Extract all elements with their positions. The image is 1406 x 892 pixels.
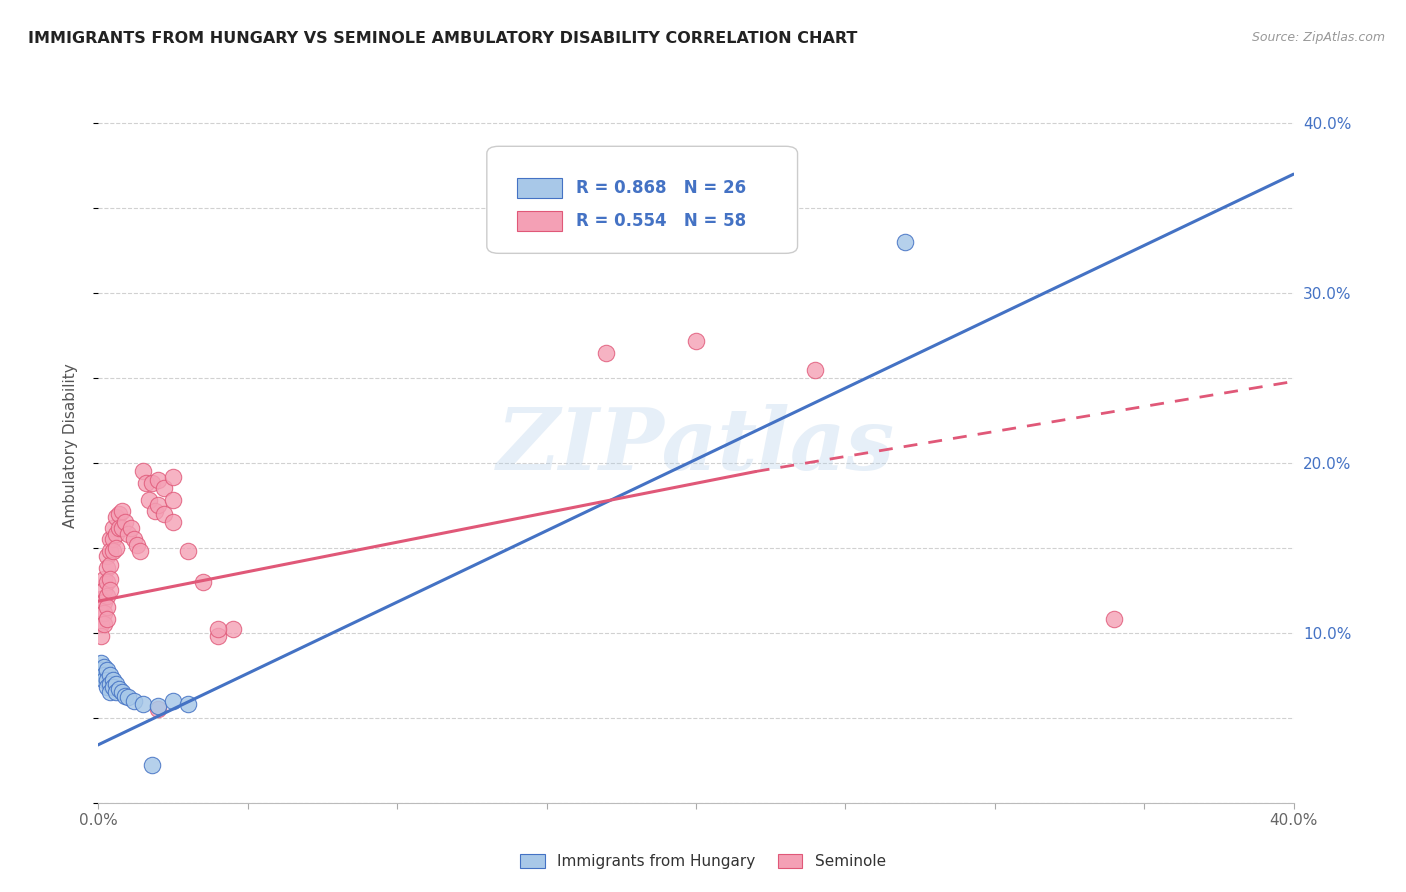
Point [103,544,125,558]
Point [93,572,115,586]
Point [117,527,139,541]
Text: R = 0.554   N = 58: R = 0.554 N = 58 [576,212,747,230]
Point [103,673,125,688]
Point [804,362,827,376]
Point [222,623,245,637]
FancyBboxPatch shape [517,178,562,198]
Point [93,617,115,632]
Point [148,702,170,716]
Point [96,600,118,615]
Point [114,516,136,530]
Point [124,694,146,708]
Point [103,520,125,534]
Point [141,758,163,772]
Point [595,345,617,359]
Point [98,558,122,572]
FancyBboxPatch shape [517,211,562,231]
Point [90,591,112,606]
Point [90,663,112,677]
Point [96,673,118,688]
Legend: Immigrants from Hungary, Seminole: Immigrants from Hungary, Seminole [515,847,891,875]
Point [207,629,229,643]
Point [105,510,128,524]
Point [96,561,118,575]
Point [162,694,184,708]
Point [162,493,184,508]
Point [127,537,149,551]
Point [103,680,125,694]
Point [108,520,131,534]
Point [124,533,146,547]
Text: IMMIGRANTS FROM HUNGARY VS SEMINOLE AMBULATORY DISABILITY CORRELATION CHART: IMMIGRANTS FROM HUNGARY VS SEMINOLE AMBU… [28,31,858,46]
Text: R = 0.868   N = 26: R = 0.868 N = 26 [576,178,747,197]
Point [143,503,166,517]
Point [177,698,200,712]
Point [98,544,122,558]
Point [894,235,917,249]
Point [148,473,170,487]
FancyBboxPatch shape [486,146,797,253]
Point [153,507,176,521]
Point [96,549,118,564]
Point [90,617,112,632]
Point [96,589,118,603]
Point [135,476,157,491]
Point [98,677,122,691]
Point [129,544,152,558]
Point [105,541,128,555]
Point [105,685,128,699]
Point [191,574,214,589]
Text: Source: ZipAtlas.com: Source: ZipAtlas.com [1251,31,1385,45]
Point [111,503,134,517]
Point [162,469,184,483]
Point [162,516,184,530]
Point [98,533,122,547]
Point [108,681,131,696]
Point [93,668,115,682]
Point [98,583,122,598]
Point [90,629,112,643]
Point [1104,612,1126,626]
Point [207,623,229,637]
Point [93,660,115,674]
Point [153,482,176,496]
Point [93,595,115,609]
Point [98,685,122,699]
Point [105,527,128,541]
Point [685,334,707,348]
Point [148,698,170,713]
Point [98,572,122,586]
Point [93,606,115,620]
Point [105,677,128,691]
Point [114,689,136,703]
Point [120,520,142,534]
Point [96,612,118,626]
Point [117,690,139,705]
Point [93,583,115,598]
Point [103,533,125,547]
Point [96,663,118,677]
Point [132,698,155,712]
Point [96,574,118,589]
Point [108,507,131,521]
Point [132,465,155,479]
Point [138,493,160,508]
Point [96,680,118,694]
Point [148,499,170,513]
Point [93,673,115,688]
Point [90,606,112,620]
Point [111,685,134,699]
Point [177,544,200,558]
Y-axis label: Ambulatory Disability: Ambulatory Disability [63,364,77,528]
Point [90,657,112,671]
Point [98,668,122,682]
Text: ZIPatlas: ZIPatlas [496,404,896,488]
Point [141,476,163,491]
Point [111,520,134,534]
